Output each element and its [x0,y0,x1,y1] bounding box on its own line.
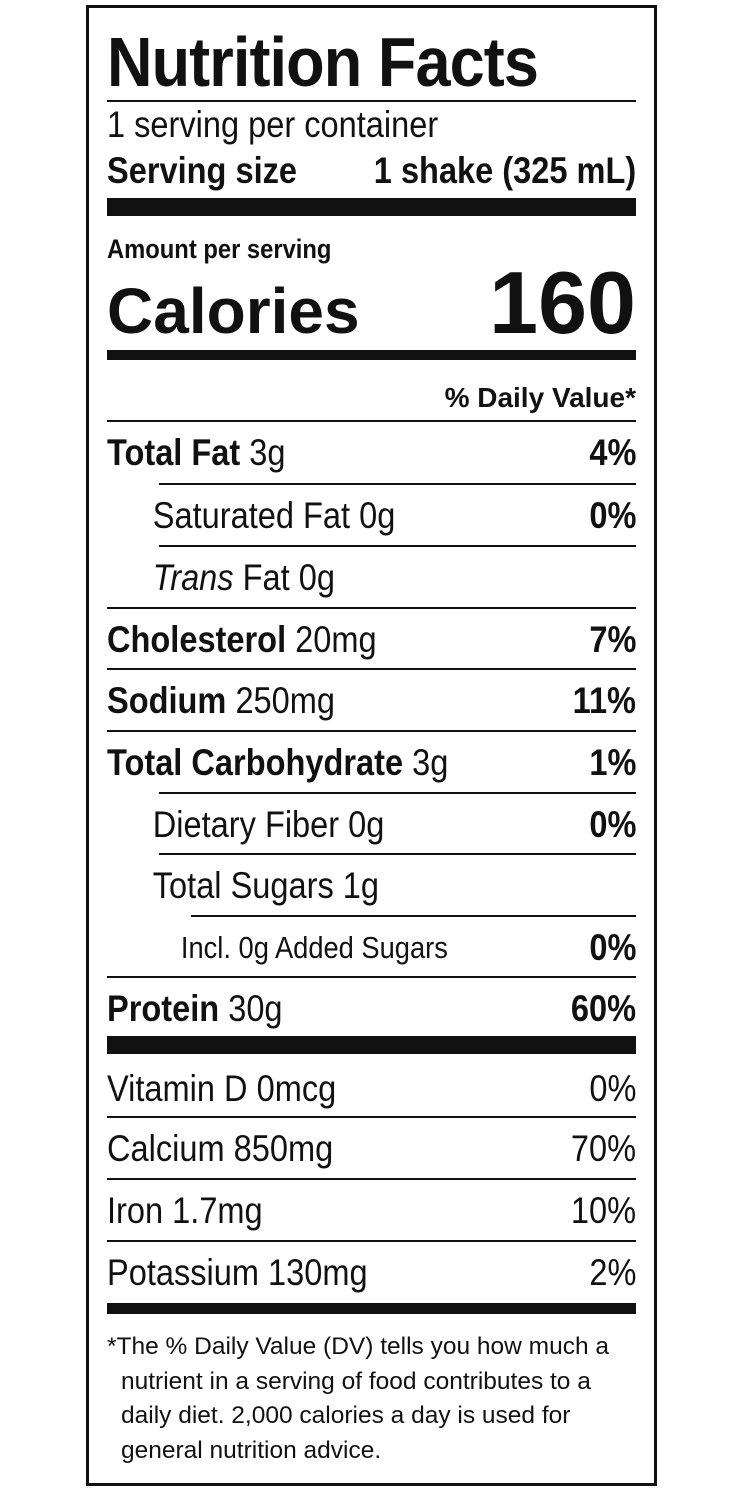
thick-divider [107,198,636,216]
nutrient-amount: 250mg [235,679,336,721]
nutrient-name: Cholesterol [107,618,287,660]
calories-label: Calories [107,275,360,347]
nutrient-amount: 20mg [295,618,377,660]
nutrient-amount: 0g [359,494,396,536]
nutrient-row-added-sugars: Incl. 0g Added Sugars 0% [107,917,636,978]
nutrient-row-protein: Protein 30g 60% [107,978,636,1039]
vitamin-dv: 70% [570,1127,636,1169]
footnote: *The % Daily Value (DV) tells you how mu… [107,1330,636,1468]
vitamin-amount: 850mg [233,1127,334,1169]
nutrient-dv: 1% [588,741,636,783]
divider [107,976,636,978]
divider [107,1178,636,1180]
nutrient-dv: 0% [588,803,636,845]
nutrient-amount: 0g [298,556,335,598]
footnote-line: daily diet. 2,000 calories a day is used… [121,1402,571,1429]
nutrient-dv: 11% [572,679,636,721]
nutrient-dv: 0% [588,926,636,968]
calories-row: Calories 160 [107,258,636,356]
vitamin-name: Calcium [107,1127,225,1169]
nutrient-name: Total Fat [107,431,241,473]
footnote-line: nutrient in a serving of food contribute… [121,1367,591,1395]
serving-size-value: 1 shake (325 mL) [373,150,636,191]
nutrient-name: Total Sugars [152,864,334,906]
divider [107,607,636,609]
nutrient-row-cholesterol: Cholesterol 20mg 7% [107,609,636,670]
daily-value-header: % Daily Value* [444,382,636,413]
nutrient-amount: 30g [228,987,283,1029]
serving-size: Serving size 1 shake (325 mL) [107,148,636,194]
divider [159,545,636,547]
medium-divider [107,1303,636,1314]
nutrient-row-sodium: Sodium 250mg 11% [107,670,636,731]
medium-divider [107,350,636,360]
vitamin-dv: 10% [570,1189,636,1231]
nutrient-amount: 0g [348,803,385,845]
nutrient-row-dietary-fiber: Dietary Fiber 0g 0% [107,794,636,855]
vitamin-row: Vitamin D 0mcg 0% [107,1058,636,1119]
divider [107,730,636,732]
divider [191,915,636,917]
divider [107,420,636,422]
nutrient-amount: 3g [412,741,449,783]
vitamin-row: Potassium 130mg 2% [107,1242,636,1303]
nutrient-name: Protein [107,987,220,1029]
footnote-line: *The % Daily Value (DV) tells you how mu… [107,1333,609,1360]
divider [107,668,636,670]
vitamin-amount: 130mg [268,1251,368,1293]
nutrient-name: Total Carbohydrate [107,741,404,783]
nutrient-name: Dietary Fiber [152,803,340,845]
nutrient-row-trans-fat: Trans Fat 0g [107,547,636,608]
nutrition-label: Nutrition Facts 1 serving per container … [86,5,657,1486]
vitamin-amount: 1.7mg [172,1189,263,1231]
nutrient-amount: 1g [342,864,380,906]
servings-per-container: 1 serving per container [107,104,439,145]
vitamin-row: Iron 1.7mg 10% [107,1180,636,1241]
trans-italic: Trans [152,556,234,598]
nutrient-dv: 4% [588,431,636,473]
vitamin-name: Iron [107,1189,164,1231]
nutrient-dv: 60% [570,987,636,1029]
nutrient-row-saturated-fat: Saturated Fat 0g 0% [107,485,636,546]
calories-value: 160 [489,253,636,352]
nutrient-amount: 3g [249,431,286,473]
nutrient-row-total-sugars: Total Sugars 1g [107,855,636,916]
thick-divider [107,1036,636,1054]
divider [107,1240,636,1242]
label-title: Nutrition Facts [107,23,539,101]
divider [159,853,636,855]
vitamin-row: Calcium 850mg 70% [107,1118,636,1179]
vitamin-name: Vitamin D [107,1067,248,1109]
divider [107,1116,636,1118]
nutrient-row-total-fat: Total Fat 3g 4% [107,422,636,483]
vitamin-dv: 2% [588,1251,636,1293]
vitamin-dv: 0% [588,1067,636,1109]
vitamin-amount: 0mcg [256,1067,337,1109]
serving-size-label: Serving size [107,150,298,191]
vitamin-name: Potassium [107,1251,260,1293]
footnote-line: general nutrition advice. [121,1436,382,1464]
nutrient-name: Saturated Fat [152,494,351,536]
nutrient-dv: 7% [588,618,636,660]
added-sugars-text: Incl. 0g Added Sugars [180,929,448,965]
divider [107,100,636,102]
nutrient-dv: 0% [588,494,636,536]
nutrient-name: Sodium [107,679,227,721]
divider [159,792,636,794]
nutrient-name: Fat [242,556,290,598]
divider [159,483,636,485]
nutrient-row-total-carbohydrate: Total Carbohydrate 3g 1% [107,732,636,793]
amount-per-serving: Amount per serving [107,234,332,264]
